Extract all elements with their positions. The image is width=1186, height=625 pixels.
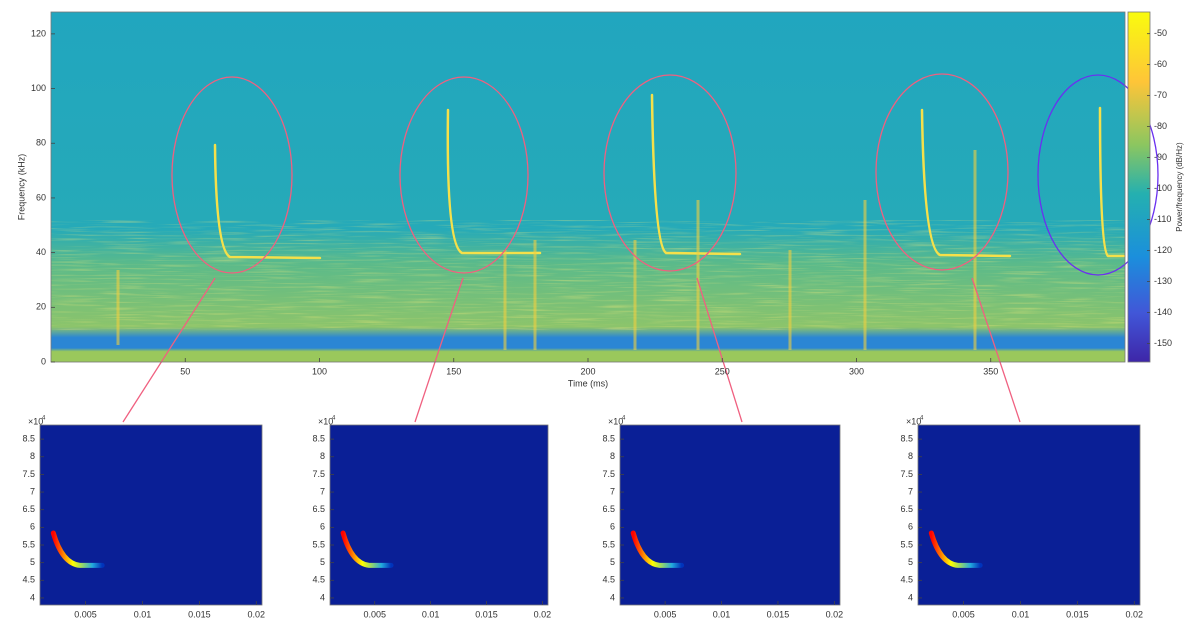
y-tick-label: 7 [320,486,325,496]
inset-image [918,425,1140,605]
y-tick-label: 8.5 [22,433,35,443]
colorbar-tick-label: -130 [1154,276,1172,286]
y-tick-label: 80 [36,138,46,148]
y-tick-label: 7 [908,486,913,496]
colorbar-tick-label: -110 [1154,214,1171,224]
y-tick-label: 4 [320,592,325,602]
colorbar-tick-label: -90 [1154,152,1167,162]
axis-exponent-power: 4 [332,416,336,422]
colorbar-tick-label: -140 [1154,307,1172,317]
inset-image [620,425,840,605]
x-tick-label: 0.02 [248,609,266,619]
colorbar-tick-label: -70 [1154,90,1167,100]
colorbar-tick-label: -150 [1154,338,1172,348]
y-tick-label: 6 [610,522,615,532]
x-tick-label: 0.02 [534,609,552,619]
x-tick-label: 0.005 [654,609,677,619]
y-tick-label: 6.5 [602,504,615,514]
y-tick-label: 4.5 [22,575,35,585]
y-tick-label: 8.5 [900,433,913,443]
y-tick-label: 8 [320,451,325,461]
colorbar-tick-label: -80 [1154,121,1167,131]
x-axis-label: Time (ms) [568,378,608,388]
y-tick-label: 6 [320,522,325,532]
y-tick-label: 7 [30,486,35,496]
y-tick-label: 120 [31,28,46,38]
axis-exponent-power: 4 [42,416,46,422]
y-tick-label: 5 [908,557,913,567]
colorbar-tick-label: -50 [1154,28,1167,38]
x-tick-label: 0.005 [952,609,975,619]
y-axis-label: Frequency (kHz) [16,154,26,221]
x-tick-label: 0.01 [134,609,152,619]
x-tick-label: 0.01 [713,609,731,619]
spectrogram-image [51,12,1125,362]
y-tick-label: 6.5 [312,504,325,514]
y-tick-label: 7.5 [602,469,615,479]
y-tick-label: 7.5 [312,469,325,479]
colorbar [1128,12,1150,362]
x-tick-label: 0.015 [1066,609,1089,619]
x-tick-label: 50 [180,366,190,376]
x-tick-label: 0.005 [74,609,97,619]
y-tick-label: 4.5 [900,575,913,585]
inset-image [330,425,548,605]
y-tick-label: 8.5 [602,433,615,443]
y-tick-label: 4.5 [602,575,615,585]
y-tick-label: 5.5 [22,539,35,549]
x-tick-label: 0.015 [475,609,498,619]
inset-image [40,425,262,605]
y-tick-label: 20 [36,302,46,312]
y-tick-label: 4 [30,592,35,602]
colorbar-label: Power/frequency (dB/Hz) [1175,142,1184,232]
x-tick-label: 250 [715,366,730,376]
figure: 50 100 150 200 250 300 350 0 20 40 60 80 100 120 Time … [0,0,1186,625]
x-tick-label: 0.02 [1126,609,1144,619]
y-tick-label: 5.5 [602,539,615,549]
y-tick-label: 40 [36,247,46,257]
x-tick-label: 150 [446,366,461,376]
y-tick-label: 6.5 [22,504,35,514]
colorbar-tick-label: -120 [1154,245,1172,255]
y-tick-label: 60 [36,192,46,202]
y-tick-label: 4 [610,592,615,602]
x-tick-label: 100 [312,366,327,376]
y-tick-label: 6 [908,522,913,532]
y-tick-label: 5 [320,557,325,567]
x-tick-label: 0.005 [363,609,386,619]
y-tick-label: 7 [610,486,615,496]
colorbar-tick-label: -60 [1154,59,1167,69]
x-tick-label: 0.015 [188,609,211,619]
x-tick-label: 0.01 [1012,609,1030,619]
y-tick-label: 8 [30,451,35,461]
y-tick-label: 7.5 [22,469,35,479]
y-tick-label: 8 [610,451,615,461]
y-tick-label: 4.5 [312,575,325,585]
x-tick-label: 0.01 [422,609,440,619]
x-tick-label: 200 [580,366,595,376]
x-tick-label: 0.02 [826,609,844,619]
colorbar-tick-label: -100 [1154,183,1172,193]
y-tick-label: 5.5 [900,539,913,549]
x-tick-label: 300 [849,366,864,376]
y-tick-label: 5 [30,557,35,567]
y-tick-label: 0 [41,356,46,366]
y-tick-label: 6.5 [900,504,913,514]
y-tick-label: 4 [908,592,913,602]
y-tick-label: 8.5 [312,433,325,443]
axis-exponent-power: 4 [920,416,924,422]
y-tick-label: 5.5 [312,539,325,549]
axis-exponent-power: 4 [622,416,626,422]
x-tick-label: 0.015 [767,609,790,619]
y-tick-label: 6 [30,522,35,532]
y-tick-label: 8 [908,451,913,461]
y-tick-label: 7.5 [900,469,913,479]
y-tick-label: 100 [31,83,46,93]
y-tick-label: 5 [610,557,615,567]
x-tick-label: 350 [983,366,998,376]
